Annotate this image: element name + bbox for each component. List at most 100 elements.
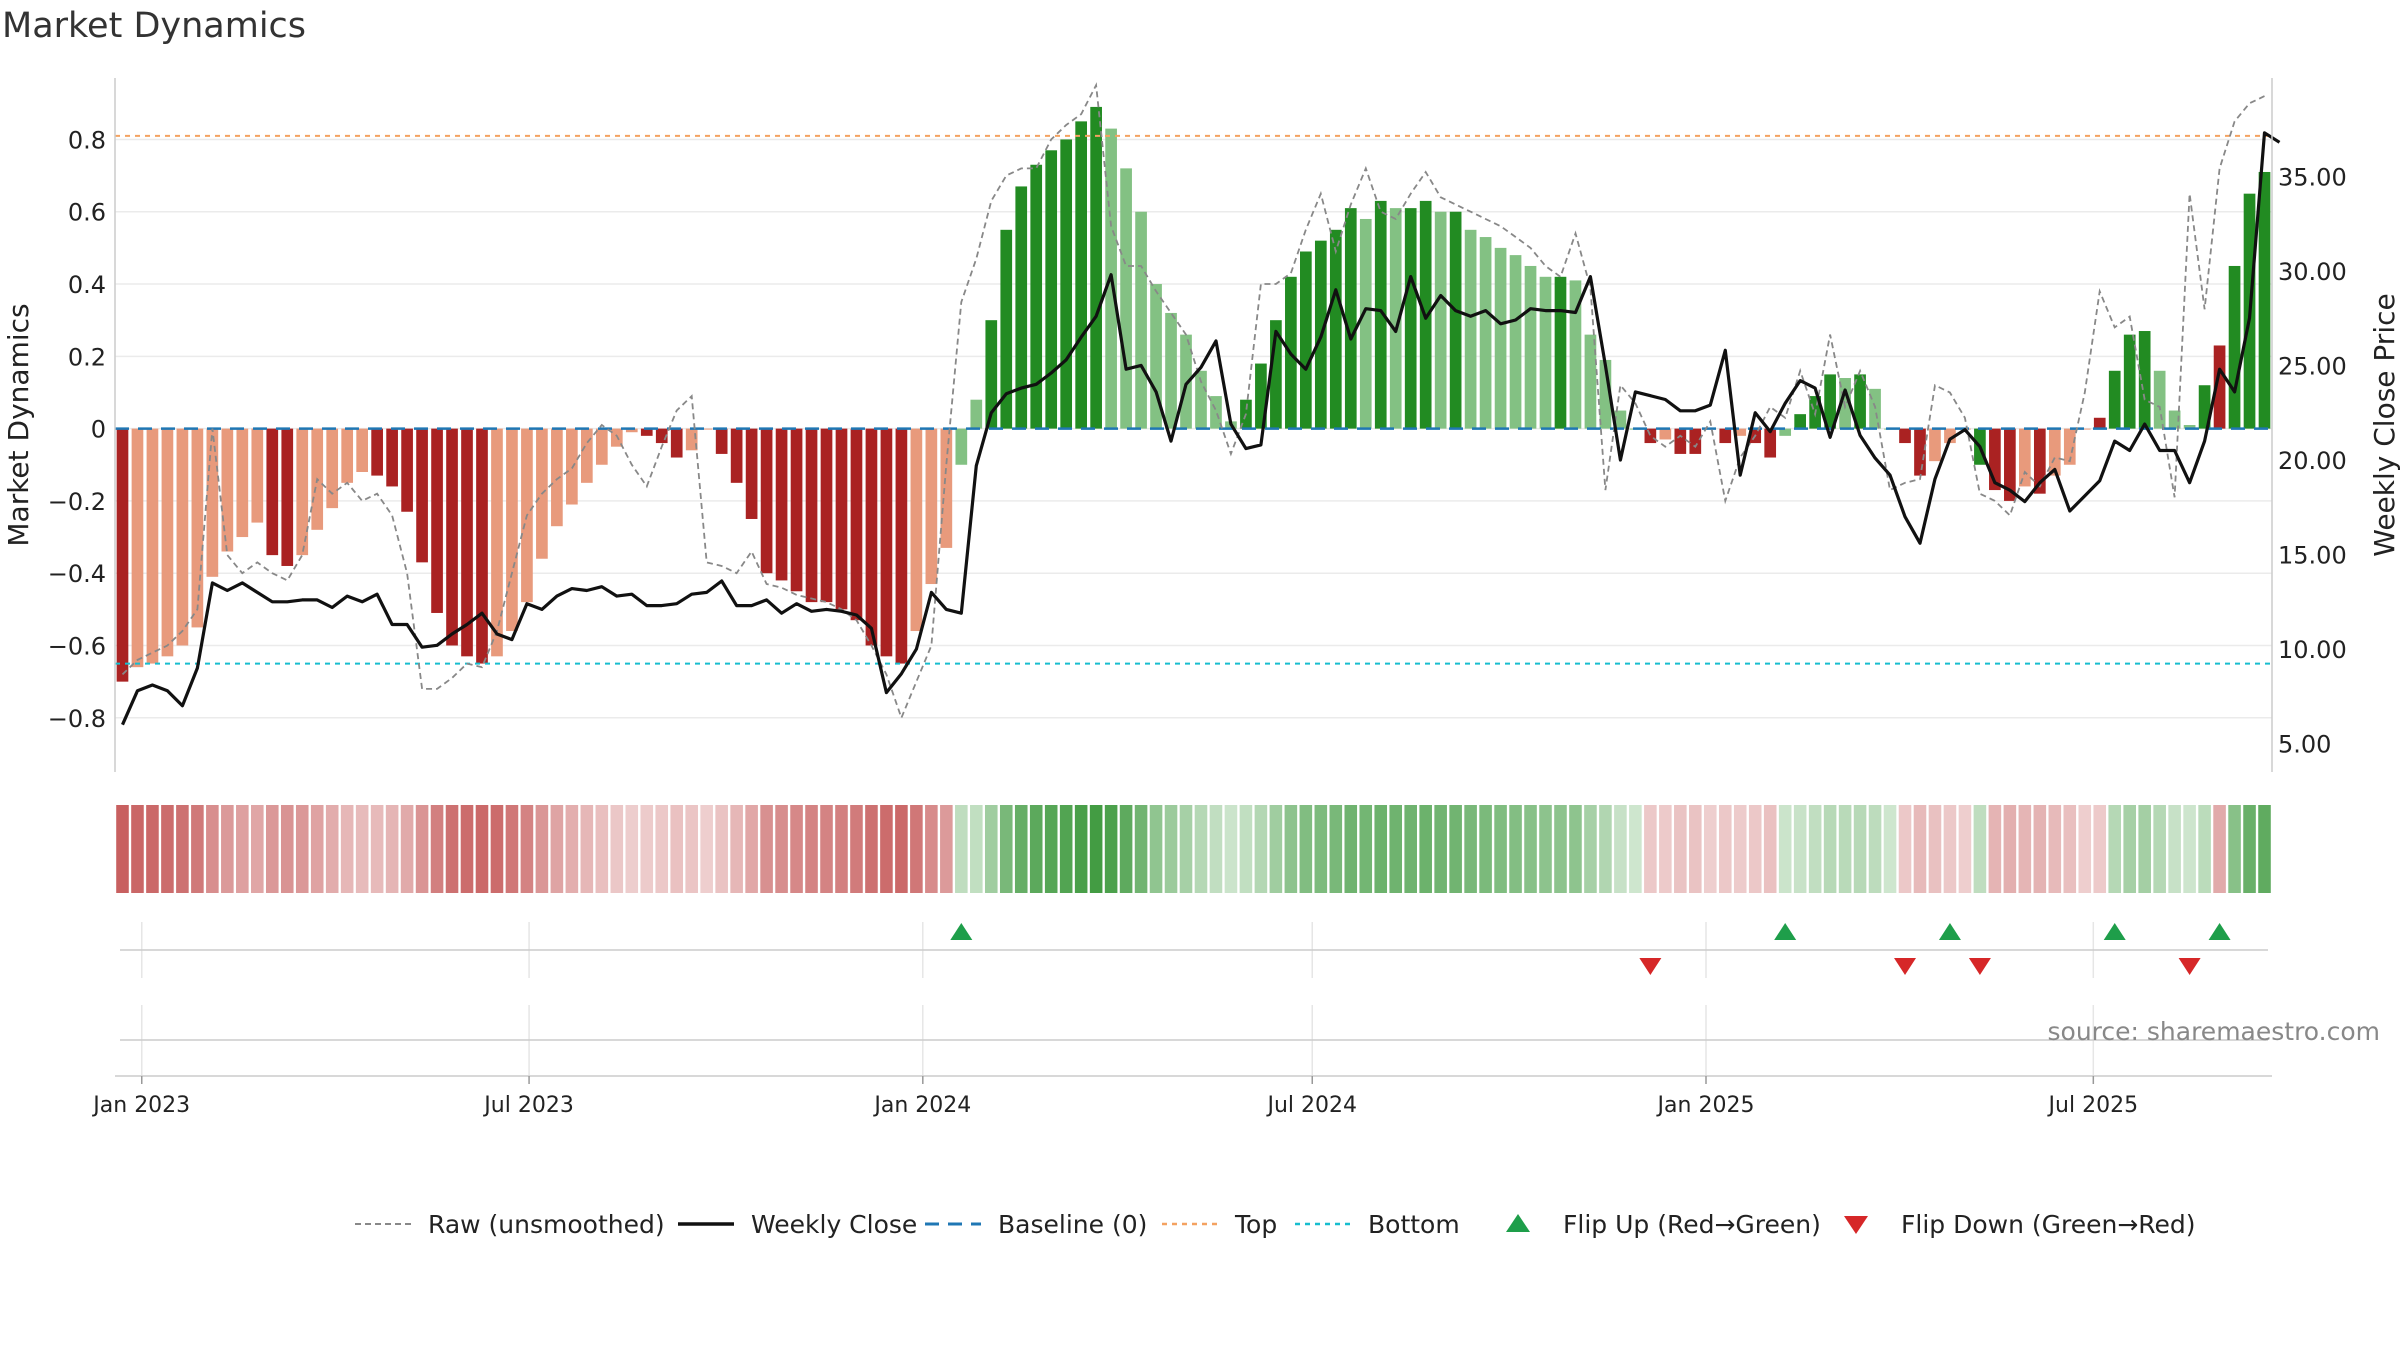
regime-strip-cell <box>1853 805 1867 893</box>
dynamics-bar <box>910 428 923 632</box>
regime-strip-cell <box>925 805 938 893</box>
legend-item: Weekly Close <box>678 1210 917 1239</box>
regime-strip-cell <box>1808 805 1822 893</box>
regime-strip-cell <box>1299 805 1313 893</box>
legend-swatch-flip-down <box>1844 1216 1868 1234</box>
regime-strip-cell <box>1584 805 1597 893</box>
dynamics-bar <box>1150 284 1162 429</box>
regime-strip-cell <box>1149 805 1163 893</box>
regime-strip-cell <box>535 805 549 893</box>
regime-strip-cell <box>1479 805 1492 893</box>
dynamics-bar <box>730 428 743 483</box>
legend-swatch-flip-up <box>1506 1214 1530 1232</box>
right-tick-label: 5.00 <box>2278 731 2331 759</box>
dynamics-bar <box>1000 229 1013 429</box>
dynamics-bar <box>865 428 878 646</box>
dynamics-bar <box>1464 229 1477 429</box>
dynamics-bar <box>1045 150 1058 429</box>
regime-strip-cell <box>161 805 174 893</box>
regime-strip-cell <box>1419 805 1432 893</box>
dynamics-bar <box>221 428 234 552</box>
right-tick-label: 25.00 <box>2278 352 2347 380</box>
right-tick-label: 35.00 <box>2278 163 2347 191</box>
regime-strip-cell <box>655 805 669 893</box>
regime-strip-cell <box>1059 805 1073 893</box>
regime-strip-cell <box>1614 805 1627 893</box>
regime-strip-cell <box>715 805 728 893</box>
legend-label: Top <box>1234 1210 1277 1239</box>
dynamics-bar <box>401 428 413 512</box>
dynamics-bar <box>146 428 159 664</box>
regime-strip-cell <box>520 805 534 893</box>
dynamics-bar <box>835 428 848 610</box>
regime-strip-cell <box>400 805 414 893</box>
dynamics-bar <box>1764 428 1777 458</box>
flip-up-marker <box>2208 923 2231 940</box>
dynamics-bar <box>281 428 294 566</box>
regime-strip-cell <box>1644 805 1657 893</box>
dynamics-bar <box>476 428 488 664</box>
dynamics-bar <box>2123 334 2136 429</box>
flip-down-marker <box>2178 958 2201 975</box>
dynamics-bar <box>895 428 908 664</box>
regime-strip-cell <box>505 805 519 893</box>
dynamics-bar <box>116 428 129 682</box>
regime-strip-cell <box>1239 805 1253 893</box>
regime-strip-cell <box>280 805 294 893</box>
regime-strip-cell <box>805 805 818 893</box>
regime-strip-cell <box>1404 805 1417 893</box>
dynamics-bar <box>1449 211 1462 429</box>
regime-strip-cell <box>835 805 848 893</box>
source-label: source: sharemaestro.com <box>2048 1017 2381 1046</box>
regime-strip-cell <box>685 805 698 893</box>
regime-strip-cell <box>1029 805 1043 893</box>
dynamics-bar <box>2153 370 2166 429</box>
dynamics-bar <box>1210 396 1222 429</box>
legend-label: Weekly Close <box>751 1210 917 1239</box>
dynamics-bar <box>446 428 458 646</box>
dynamics-bar <box>1689 428 1702 454</box>
regime-strip-cell <box>999 805 1013 893</box>
regime-strip-cell <box>1868 805 1882 893</box>
left-tick-label: 0.6 <box>68 199 106 227</box>
regime-strip-cell <box>640 805 654 893</box>
dynamics-bar <box>790 428 803 592</box>
regime-strip-cell <box>1793 805 1807 893</box>
regime-strip-cell <box>745 805 758 893</box>
left-tick-label: −0.8 <box>48 705 106 733</box>
regime-strip-cell <box>1913 805 1927 893</box>
right-tick-label: 10.00 <box>2278 636 2347 664</box>
regime-strip-cell <box>595 805 609 893</box>
dynamics-bar <box>296 428 309 556</box>
dynamics-bar <box>266 428 279 556</box>
regime-strip-cell <box>1344 805 1358 893</box>
dynamics-bar <box>2063 428 2076 465</box>
flip-down-marker <box>1894 958 1917 975</box>
regime-strip-cell <box>1554 805 1567 893</box>
right-tick-label: 15.00 <box>2278 542 2347 570</box>
left-tick-label: −0.2 <box>48 488 106 516</box>
dynamics-bar <box>356 428 368 472</box>
regime-strip-cell <box>355 805 369 893</box>
dynamics-bar <box>131 428 144 668</box>
dynamics-bar <box>431 428 443 613</box>
regime-strip-cell <box>116 805 129 893</box>
dynamics-bar <box>161 428 174 657</box>
dynamics-bar <box>1659 428 1672 440</box>
regime-strip-cell <box>1119 805 1133 893</box>
regime-strip-cell <box>625 805 639 893</box>
dynamics-bar <box>191 428 204 628</box>
regime-strip-cell <box>700 805 713 893</box>
legend-label: Bottom <box>1368 1210 1460 1239</box>
dynamics-bar <box>1899 428 1911 444</box>
dynamics-bar <box>1300 251 1312 429</box>
regime-strip-cell <box>2078 805 2092 893</box>
dynamics-bar <box>820 428 833 603</box>
dynamics-bar <box>745 428 758 519</box>
regime-strip-cell <box>940 805 953 893</box>
regime-strip-cell <box>1329 805 1343 893</box>
regime-strip-cell <box>1988 805 2002 893</box>
x-tick-label: Jul 2025 <box>2047 1093 2139 1118</box>
dynamics-bar <box>970 399 983 429</box>
regime-strip-cell <box>2168 805 2181 893</box>
